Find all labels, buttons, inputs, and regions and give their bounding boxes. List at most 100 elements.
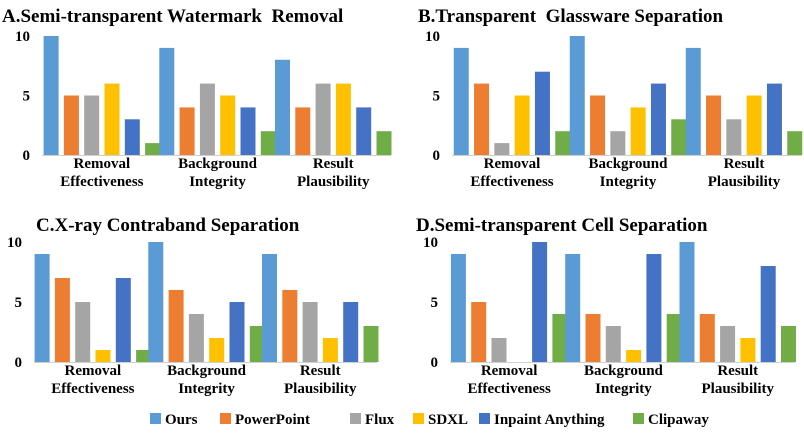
- panel-d-category-label: Effectiveness: [467, 381, 550, 397]
- panel-d-bar: [781, 326, 796, 362]
- panel-d-bar: [471, 302, 487, 362]
- panel-a-bar: [335, 83, 351, 155]
- panel-c-bar: [343, 302, 359, 362]
- panel-a-bar: [43, 36, 59, 155]
- panel-a-bar: [179, 107, 195, 155]
- legend-swatch: [220, 413, 231, 424]
- panel-c-bar: [148, 242, 164, 362]
- panel-c-bar: [115, 278, 131, 362]
- panel-a-bar: [104, 83, 120, 155]
- panel-d-ytick-label: 5: [431, 295, 439, 311]
- panel-a-bar: [315, 83, 331, 155]
- legend-label: Inpaint Anything: [494, 412, 605, 428]
- panel-c-bar: [322, 338, 338, 362]
- panel-c-bar: [34, 254, 50, 362]
- panel-b-category-label: Background: [589, 156, 669, 172]
- panel-b-title: B.Transparent Glassware Separation: [418, 6, 724, 27]
- legend-label: SDXL: [428, 412, 468, 428]
- panel-a-bar: [84, 95, 100, 155]
- panel-a-bar: [240, 107, 256, 155]
- panel-c-bar: [168, 290, 184, 362]
- panel-b-bar: [590, 95, 606, 155]
- panel-d-bar: [679, 242, 695, 362]
- panel-c-bar: [209, 338, 225, 362]
- panel-d-ytick-label: 0: [431, 355, 439, 371]
- panel-b-bar: [726, 119, 742, 155]
- panel-d-category-label: Plausibility: [701, 381, 774, 397]
- panel-d: D.Semi-transparent Cell Separation 0 5 10 Re…: [416, 215, 796, 397]
- panel-d-bar: [585, 314, 601, 362]
- legend-swatch: [479, 413, 490, 424]
- panel-a-category-label: Removal: [74, 156, 131, 172]
- panel-a-bar: [63, 95, 79, 155]
- panel-c-category-label: Effectiveness: [51, 381, 134, 397]
- panel-c-bar: [75, 302, 91, 362]
- panel-c-bar: [282, 290, 298, 362]
- panel-b-category-label: Integrity: [600, 174, 657, 190]
- legend-label: Flux: [365, 412, 395, 428]
- panel-b-ytick-label: 10: [425, 29, 440, 45]
- panel-d-bar: [740, 338, 756, 362]
- panel-a-bar: [199, 83, 215, 155]
- panel-c-category-label: Plausibility: [284, 381, 357, 397]
- panel-d-bar: [605, 326, 621, 362]
- panel-a-category-label: Result: [313, 156, 354, 172]
- panel-b-bar: [766, 83, 782, 155]
- panel-a-category-label: Plausibility: [297, 174, 370, 190]
- panel-b-bar: [569, 36, 585, 155]
- panel-c-ytick-label: 10: [7, 235, 22, 251]
- panel-a-ytick-label: 0: [23, 148, 31, 164]
- panel-b-bar: [534, 71, 550, 155]
- panel-d-ytick-label: 10: [423, 235, 438, 251]
- panel-d-bar: [532, 242, 548, 362]
- panel-b-category-label: Plausibility: [708, 174, 781, 190]
- panel-b-category-label: Removal: [484, 156, 541, 172]
- panel-a-category-label: Integrity: [189, 174, 246, 190]
- panel-d-bar: [565, 254, 581, 362]
- panel-d-bar: [626, 350, 642, 362]
- panel-c-bar: [188, 314, 204, 362]
- panel-b-ytick-label: 5: [433, 89, 441, 105]
- panel-c-bar: [262, 254, 277, 362]
- panel-c-bar: [95, 350, 111, 362]
- panel-b-bar: [787, 131, 803, 155]
- panel-c: C.X-ray Contraband Separation 0 5 10 Removal…: [7, 215, 379, 397]
- panel-b: B.Transparent Glassware Separation 0 5 10 Re…: [418, 6, 803, 190]
- panel-b-bar: [474, 83, 490, 155]
- panel-c-ytick-label: 5: [15, 295, 23, 311]
- legend-swatch: [413, 413, 424, 424]
- panel-d-category-label: Integrity: [595, 381, 652, 397]
- panel-a-title: A.Semi-transparent Watermark Removal: [2, 6, 343, 27]
- panel-a-ytick-label: 10: [15, 29, 30, 45]
- legend-label: Ours: [165, 412, 198, 428]
- panel-a-bar: [295, 107, 311, 155]
- panel-b-bar: [685, 47, 701, 155]
- panel-d-category-label: Background: [584, 363, 664, 379]
- panel-a-bar: [260, 131, 276, 155]
- panel-d-bar: [491, 338, 507, 362]
- panel-b-bar: [494, 143, 510, 155]
- panel-b-category-label: Result: [724, 156, 765, 172]
- legend-swatch: [350, 413, 361, 424]
- panel-b-ytick-label: 0: [433, 148, 441, 164]
- panel-b-bar: [746, 95, 762, 155]
- panel-b-bar: [610, 131, 626, 155]
- panel-a-bar: [124, 119, 140, 155]
- panel-a: A.Semi-transparent Watermark Removal 0 5 10…: [2, 6, 392, 190]
- panel-a-bar: [356, 107, 372, 155]
- panel-d-category-label: Removal: [481, 363, 538, 379]
- panel-b-bar: [514, 95, 530, 155]
- panel-d-category-label: Result: [717, 363, 758, 379]
- legend-swatch: [150, 413, 161, 424]
- panel-a-bar: [275, 59, 290, 155]
- panel-d-title: D.Semi-transparent Cell Separation: [416, 215, 708, 236]
- panel-a-bar: [376, 131, 392, 155]
- panel-c-category-label: Background: [167, 363, 247, 379]
- legend: Ours PowerPoint Flux SDXL Inpaint Anything Cl…: [150, 412, 709, 428]
- panel-c-title: C.X-ray Contraband Separation: [36, 215, 300, 236]
- legend-swatch: [633, 413, 644, 424]
- panel-c-bar: [249, 326, 265, 362]
- panel-b-bar: [650, 83, 666, 155]
- panel-a-bar: [159, 47, 175, 155]
